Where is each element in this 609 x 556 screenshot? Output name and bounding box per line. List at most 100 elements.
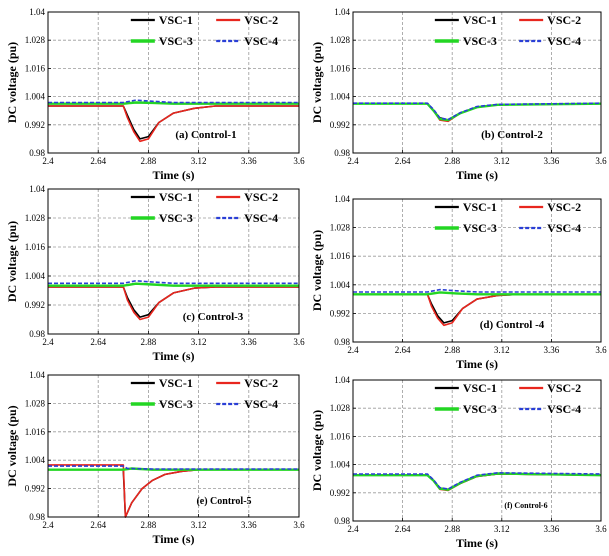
x-tick-label: 3.36 [544, 345, 560, 355]
chart-panel-6: 2.4 2.64 2.88 3.12 3.36 3.6 0.98 0.992 1.004 1.01… [310, 375, 607, 550]
plot-frame [47, 374, 300, 518]
series-line-vsc-3 [353, 291, 601, 296]
y-tick-label: 0.98 [334, 148, 350, 158]
x-axis-title: Time (s) [456, 357, 498, 371]
y-tick-label: 0.992 [25, 120, 45, 130]
x-tick-label: 2.64 [395, 524, 411, 534]
y-tick-label: 1.028 [330, 35, 351, 45]
legend-label-vsc-3: VSC-3 [463, 402, 497, 416]
x-tick-label: 2.4 [42, 337, 54, 347]
y-tick-label: 1.004 [330, 460, 351, 470]
x-tick-label: 3.36 [241, 156, 257, 166]
panel-label: (e) Control-5 [196, 496, 251, 507]
panel-label: (a) Control-1 [175, 129, 236, 141]
legend-label-vsc-2: VSC-2 [547, 200, 581, 214]
x-tick-label: 2.88 [141, 337, 157, 347]
y-tick-label: 0.992 [25, 300, 45, 310]
x-axis-title: Time (s) [456, 536, 498, 550]
x-tick-label: 2.64 [395, 345, 411, 355]
legend-label-vsc-3: VSC-3 [463, 34, 497, 48]
plot-frame [352, 198, 602, 343]
x-tick-label: 2.4 [347, 156, 359, 166]
y-axis-title: DC voltage (pu) [5, 405, 19, 486]
y-tick-label: 0.98 [29, 512, 45, 522]
y-tick-label: 0.992 [330, 120, 350, 130]
chart-panel-3: 2.4 2.64 2.88 3.12 3.36 3.6 0.98 0.992 1.004 1.01… [5, 184, 305, 363]
legend-label-vsc-3: VSC-3 [159, 211, 193, 225]
y-tick-label: 1.028 [330, 403, 351, 413]
y-tick-label: 1.004 [25, 92, 46, 102]
x-tick-label: 2.64 [90, 520, 106, 530]
plot-frame [47, 188, 300, 335]
plot-frame [47, 11, 300, 154]
panel-label: (d) Control -4 [480, 319, 545, 331]
x-tick-label: 3.36 [241, 337, 257, 347]
x-axis-title: Time (s) [152, 532, 194, 546]
legend-label-vsc-2: VSC-2 [547, 13, 581, 27]
y-tick-label: 1.04 [334, 194, 350, 204]
chart-panel-4: 2.4 2.64 2.88 3.12 3.36 3.6 0.98 0.992 1.004 1.01… [310, 194, 607, 371]
x-tick-label: 3.6 [595, 156, 607, 166]
x-tick-label: 3.6 [293, 156, 305, 166]
x-tick-label: 3.12 [191, 520, 207, 530]
legend-label-vsc-2: VSC-2 [244, 376, 278, 390]
legend-label-vsc-1: VSC-1 [463, 13, 497, 27]
series-line-vsc-3 [48, 101, 299, 105]
legend-label-vsc-1: VSC-1 [159, 13, 193, 27]
y-tick-label: 1.04 [334, 375, 350, 385]
series-line-vsc-2 [48, 105, 299, 143]
x-tick-label: 2.4 [347, 345, 359, 355]
x-tick-label: 3.6 [293, 520, 305, 530]
series-line-vsc-4 [48, 279, 299, 285]
y-tick-label: 1.016 [330, 63, 351, 73]
y-tick-label: 1.016 [330, 251, 351, 261]
x-tick-label: 3.12 [494, 156, 510, 166]
x-tick-label: 2.64 [395, 156, 411, 166]
y-axis-title: DC voltage (pu) [310, 230, 324, 311]
x-tick-label: 3.6 [293, 337, 305, 347]
legend-label-vsc-4: VSC-4 [547, 34, 581, 48]
y-tick-label: 0.992 [330, 308, 350, 318]
series-line-vsc-1 [48, 286, 299, 318]
chart-panel-5: 2.4 2.64 2.88 3.12 3.36 3.6 0.98 0.992 1.004 1.01… [5, 370, 305, 546]
legend-label-vsc-1: VSC-1 [463, 200, 497, 214]
y-tick-label: 1.016 [330, 431, 351, 441]
series-line-vsc-2 [353, 293, 601, 327]
x-tick-label: 2.4 [42, 520, 54, 530]
x-tick-label: 3.12 [494, 524, 510, 534]
x-tick-label: 3.12 [191, 337, 207, 347]
x-tick-label: 2.88 [141, 520, 157, 530]
series-line-vsc-1 [48, 468, 299, 518]
legend-label-vsc-4: VSC-4 [547, 221, 581, 235]
y-axis-title: DC voltage (pu) [310, 42, 324, 123]
x-tick-label: 2.88 [444, 345, 460, 355]
legend-label-vsc-4: VSC-4 [547, 402, 581, 416]
x-axis-title: Time (s) [456, 168, 498, 182]
legend-label-vsc-1: VSC-1 [159, 376, 193, 390]
plot-frame [352, 11, 602, 154]
y-tick-label: 0.98 [29, 148, 45, 158]
legend-label-vsc-4: VSC-4 [244, 211, 278, 225]
series-line-vsc-4 [48, 99, 299, 104]
y-tick-label: 0.992 [330, 488, 350, 498]
x-tick-label: 3.6 [595, 345, 607, 355]
panel-label: (c) Control-3 [183, 311, 244, 323]
x-axis-title: Time (s) [152, 349, 194, 363]
series-line-vsc-4 [353, 288, 601, 293]
legend-label-vsc-3: VSC-3 [463, 221, 497, 235]
legend-label-vsc-4: VSC-4 [244, 397, 278, 411]
y-axis-title: DC voltage (pu) [5, 42, 19, 123]
x-tick-label: 2.88 [141, 156, 157, 166]
x-tick-label: 3.36 [544, 524, 560, 534]
y-tick-label: 0.98 [334, 516, 350, 526]
legend-label-vsc-2: VSC-2 [244, 13, 278, 27]
legend-label-vsc-2: VSC-2 [547, 381, 581, 395]
series-line-vsc-1 [48, 105, 299, 140]
y-tick-label: 1.028 [330, 223, 351, 233]
legend-label-vsc-3: VSC-3 [159, 34, 193, 48]
series-line-vsc-4 [48, 465, 299, 470]
y-tick-label: 0.98 [334, 337, 350, 347]
chart-panel-2: 2.4 2.64 2.88 3.12 3.36 3.6 0.98 0.992 1.004 1.01… [310, 7, 607, 182]
series-line-vsc-3 [48, 282, 299, 287]
